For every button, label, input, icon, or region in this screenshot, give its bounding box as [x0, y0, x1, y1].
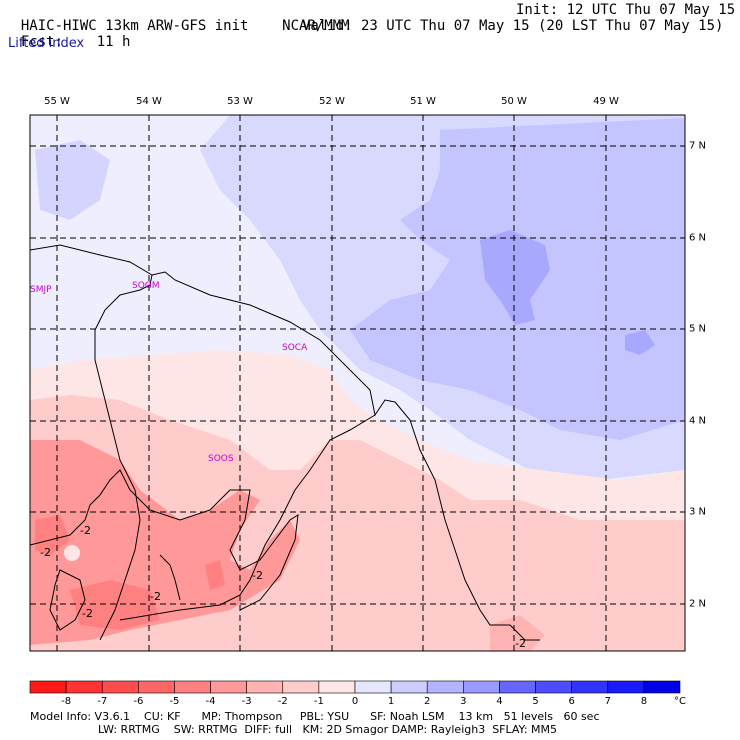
colorbar-unit: °C	[674, 696, 686, 707]
station-soos: SOOS	[208, 454, 234, 464]
colorbar-cell	[101, 680, 139, 694]
lat-label-4n: 4 N	[689, 415, 707, 427]
colorbar-cell	[463, 680, 500, 694]
contour-label-3: -2	[82, 607, 93, 620]
contour-minus2	[30, 469, 299, 631]
coastline	[30, 244, 540, 641]
colorbar-tick-label: -2	[277, 696, 288, 707]
contour-label-2: -2	[40, 546, 51, 559]
field-3to4-patch	[480, 230, 550, 325]
lon-label-50w: 50 W	[501, 96, 527, 107]
colorbar-tick-label: 7	[604, 696, 611, 707]
colorbar-tick-label: -4	[205, 696, 216, 707]
model-title: HAIC-HIWC 13km ARW-GFS init	[20, 18, 249, 34]
colorbar-cell	[174, 680, 211, 694]
field-m3tom4-patch-west	[35, 515, 70, 555]
colorbar-cell	[65, 680, 103, 694]
colorbar-cell	[426, 680, 464, 694]
colorbar-cell	[210, 680, 247, 694]
init-time: Init: 12 UTC Thu 07 May 15	[516, 2, 736, 18]
contour-label-4: -2	[150, 590, 161, 603]
lon-label-55w: 55 W	[44, 96, 70, 107]
colorbar-tick-label: 8	[640, 696, 648, 707]
colorbar-cell	[318, 680, 356, 694]
colorbar-cell	[138, 680, 175, 694]
lat-label-2n: 2 N	[689, 598, 707, 610]
colorbar-tick-label: 5	[532, 696, 539, 707]
colorbar-cell	[29, 680, 67, 694]
lat-lon-grid	[30, 115, 685, 651]
lon-label-54w: 54 W	[136, 96, 162, 107]
colorbar-cell	[607, 680, 645, 694]
footer-model-info: Model Info: V3.6.1 CU: KF MP: Thompson P…	[30, 710, 600, 723]
colorbar-tick-label: -3	[241, 696, 252, 707]
colorbar-tick-label: 2	[424, 696, 431, 707]
colorbar-cell	[282, 680, 320, 694]
colorbar-tick-label: 1	[387, 696, 395, 707]
colorbar-cell	[390, 680, 428, 694]
lon-label-51w: 51 W	[410, 96, 436, 107]
map-frame	[29, 114, 686, 652]
colorbar-tick-label: -8	[61, 696, 72, 707]
org-label: NCAR/MMM	[282, 18, 350, 34]
colorbar-cell	[643, 680, 681, 694]
colorbar-cell	[571, 680, 609, 694]
contour-label-1: -2	[80, 524, 91, 537]
colorbar-cell	[246, 680, 284, 694]
colorbar-tick-label: -1	[313, 696, 324, 707]
valid-time: Valid: 23 UTC Thu 07 May 15 (20 LST Thu …	[302, 18, 724, 34]
field-2to3-patch-west	[35, 140, 110, 220]
station-sogm: SOGM	[132, 281, 160, 291]
lat-label-3n: 3 N	[689, 506, 707, 518]
field-name: Lifted index	[8, 36, 85, 51]
colorbar-tick-label: 4	[496, 696, 503, 707]
colorbar-tick-label: 6	[568, 696, 575, 707]
color-bar	[29, 680, 681, 694]
contour-label-5: -2	[252, 569, 263, 582]
lat-label-6n: 6 N	[689, 232, 707, 244]
colorbar-cell	[354, 680, 392, 694]
colorbar-tick-label: -7	[97, 696, 108, 707]
lon-label-52w: 52 W	[319, 96, 345, 107]
station-soca: SOCA	[282, 343, 308, 353]
footer-physics-info: LW: RRTMG SW: RRTMG DIFF: full KM: 2D Sm…	[98, 723, 558, 736]
lon-label-53w: 53 W	[227, 96, 253, 107]
lat-label-5n: 5 N	[689, 323, 707, 335]
forecast-label: Fcst:	[20, 34, 64, 50]
field-3to4-patch-east	[625, 330, 655, 355]
colorbar-tick-label: -5	[169, 696, 180, 707]
colorbar-cell	[535, 680, 572, 694]
colorbar-tick-label: 3	[460, 696, 467, 707]
contour-label-6: -2	[515, 637, 526, 650]
lon-label-49w: 49 W	[593, 96, 619, 107]
field-warm-spot	[64, 545, 80, 561]
colorbar-cell	[499, 680, 536, 694]
field-m3tom4-patch-small	[205, 560, 225, 590]
colorbar-tick-label: 0	[351, 696, 359, 707]
station-smjp: SMJP	[30, 285, 52, 295]
colorbar-tick-label: -6	[133, 696, 144, 707]
lat-label-7n: 7 N	[689, 140, 707, 152]
forecast-hours: 11 h	[96, 34, 131, 50]
